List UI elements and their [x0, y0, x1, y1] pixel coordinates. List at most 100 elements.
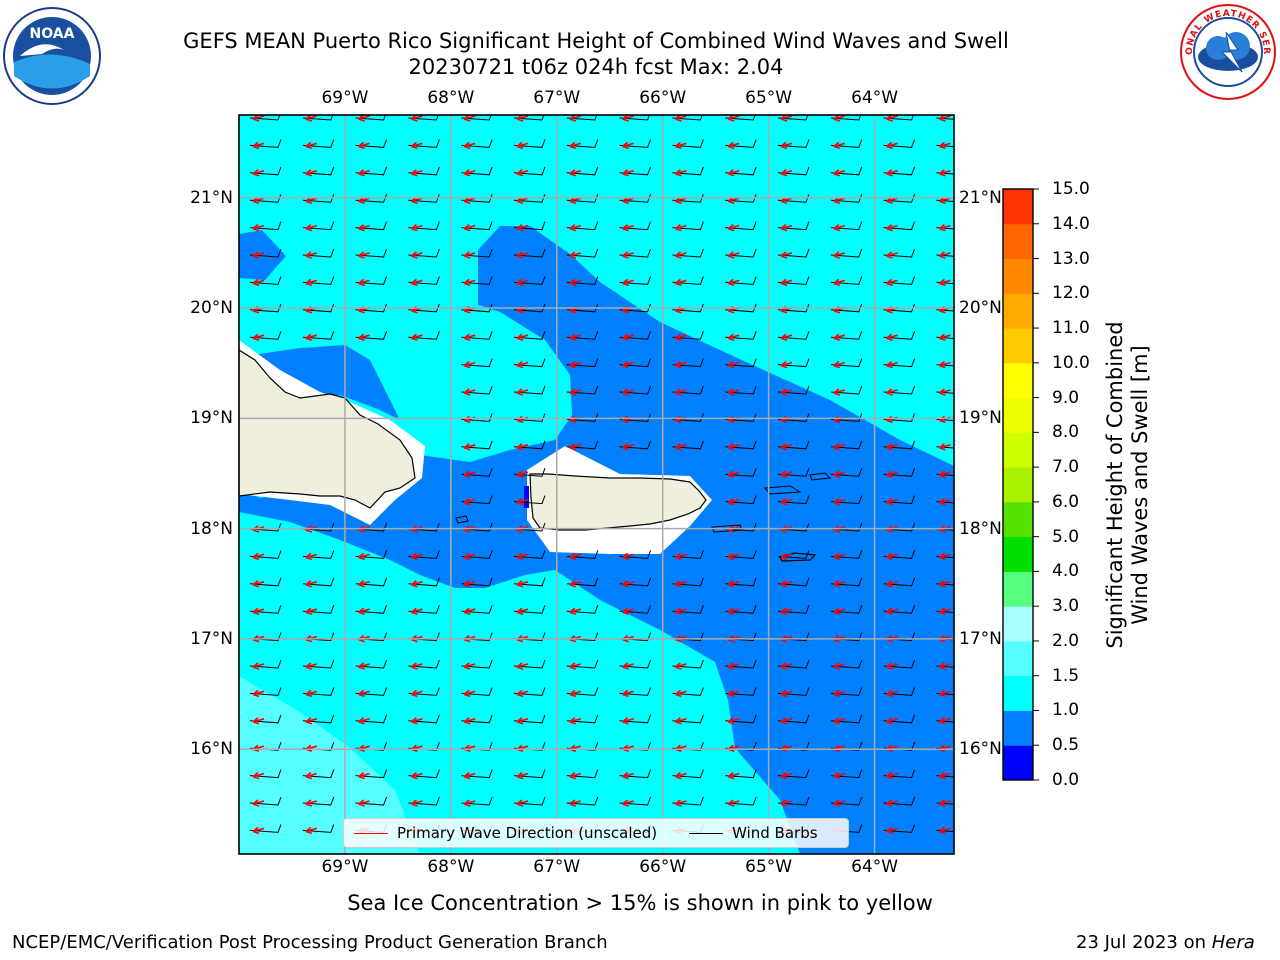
colorbar-tick-label: 12.0 — [1052, 283, 1090, 304]
wind-barb — [725, 659, 757, 669]
wind-barb — [777, 385, 810, 395]
wind-barb — [513, 495, 546, 505]
wave-direction-arrow — [358, 278, 370, 287]
wind-barb — [936, 555, 954, 559]
wave-direction-arrow — [569, 662, 582, 670]
wave-direction-arrow — [463, 497, 476, 506]
colorbar-segment — [1003, 223, 1033, 260]
wind-barb — [408, 331, 440, 340]
wind-barb — [830, 522, 863, 532]
wind-barb — [830, 385, 863, 395]
wave-direction-arrow — [780, 141, 793, 150]
wind-barb — [408, 139, 440, 148]
legend-label: Primary Wave Direction (unscaled) — [397, 824, 658, 842]
wave-direction-arrow — [516, 360, 529, 369]
wave-direction-arrow — [410, 662, 423, 670]
wave-direction-arrow — [833, 717, 846, 725]
wave-direction-arrow — [674, 607, 687, 615]
wave-direction-arrow — [358, 141, 370, 150]
wind-barb — [883, 276, 916, 285]
colorbar-title: Significant Height of Combined Wind Wave… — [1103, 321, 1152, 649]
wave-direction-arrow — [727, 223, 740, 232]
wave-direction-arrow — [463, 251, 476, 259]
wind-barb — [355, 522, 388, 532]
wind-barb — [408, 659, 440, 669]
legend-label: Wind Barbs — [732, 824, 818, 842]
wind-barb — [672, 687, 704, 696]
wave-direction-arrow — [358, 580, 370, 588]
wave-direction-arrow — [833, 278, 846, 287]
wave-direction-arrow — [780, 662, 793, 670]
wave-direction-arrow — [622, 771, 634, 780]
wave-direction-arrow — [569, 607, 582, 615]
wind-barb — [883, 769, 916, 779]
wind-barb — [725, 331, 757, 340]
wave-direction-arrow — [463, 580, 476, 588]
wind-barb — [408, 577, 440, 587]
colorbar-tick-label: 13.0 — [1052, 248, 1090, 269]
wave-direction-arrow — [886, 333, 898, 341]
legend-swatch-black-line — [689, 832, 724, 834]
wave-direction-arrow — [516, 717, 529, 725]
wave-direction-arrow — [886, 388, 898, 396]
wave-direction-arrow — [833, 141, 846, 150]
wave-direction-arrow — [516, 470, 529, 478]
lat-label-right: 17°N — [959, 628, 1002, 649]
wave-direction-arrow — [833, 251, 846, 259]
wave-direction-arrow — [410, 580, 423, 588]
wind-barb — [672, 577, 704, 587]
wave-direction-arrow — [938, 607, 951, 615]
wave-band-0-0-0-5 — [524, 486, 529, 508]
wind-barb — [883, 440, 916, 450]
wave-direction-arrow — [305, 607, 318, 615]
wave-direction-arrow — [410, 223, 423, 232]
wind-barb — [249, 687, 282, 696]
wave-direction-arrow — [252, 141, 265, 150]
wind-barb — [355, 194, 388, 203]
wave-direction-arrow — [569, 771, 582, 780]
wave-direction-arrow — [305, 251, 318, 259]
wave-direction-arrow — [252, 689, 265, 698]
wave-direction-arrow — [938, 580, 951, 588]
wind-barb — [302, 522, 335, 532]
wind-barb — [883, 194, 916, 203]
wind-barb — [777, 605, 810, 614]
wind-barb — [302, 303, 335, 313]
wave-direction-arrow — [622, 717, 634, 725]
wave-direction-arrow — [833, 497, 846, 506]
wave-direction-arrow — [516, 662, 529, 670]
wind-barb — [513, 796, 546, 806]
wind-barb — [830, 796, 863, 806]
wind-barb — [566, 440, 599, 450]
wave-direction-arrow — [622, 251, 634, 259]
wave-direction-arrow — [780, 388, 793, 396]
wave-direction-arrow — [780, 333, 793, 341]
wave-direction-arrow — [410, 278, 423, 287]
wave-direction-arrow — [727, 771, 740, 780]
wave-direction-arrow — [516, 278, 529, 287]
colorbar-segment — [1003, 675, 1033, 711]
wave-direction-arrow — [410, 552, 423, 561]
colorbar-segment — [1003, 501, 1033, 538]
wind-barb — [619, 413, 652, 422]
colorbar-segment — [1003, 710, 1033, 746]
wind-barb — [513, 550, 546, 559]
noaa-logo-text: NOAA — [30, 26, 75, 42]
wave-direction-arrow — [622, 689, 634, 698]
wave-direction-arrow — [463, 470, 476, 478]
wind-barb — [408, 276, 440, 285]
wind-barb — [936, 501, 954, 504]
wind-barb — [883, 248, 916, 258]
wind-barb — [619, 139, 652, 148]
wave-direction-arrow — [674, 223, 687, 232]
wind-barb — [936, 199, 954, 202]
wind-barb — [883, 577, 916, 587]
wind-barb — [461, 577, 493, 587]
wave-direction-arrow — [727, 552, 740, 561]
wind-barb — [725, 194, 757, 203]
wave-direction-arrow — [780, 717, 793, 725]
wind-barb — [725, 276, 757, 285]
colorbar-segment — [1003, 432, 1033, 468]
wave-direction-arrow — [886, 169, 898, 177]
colorbar — [1002, 188, 1039, 781]
